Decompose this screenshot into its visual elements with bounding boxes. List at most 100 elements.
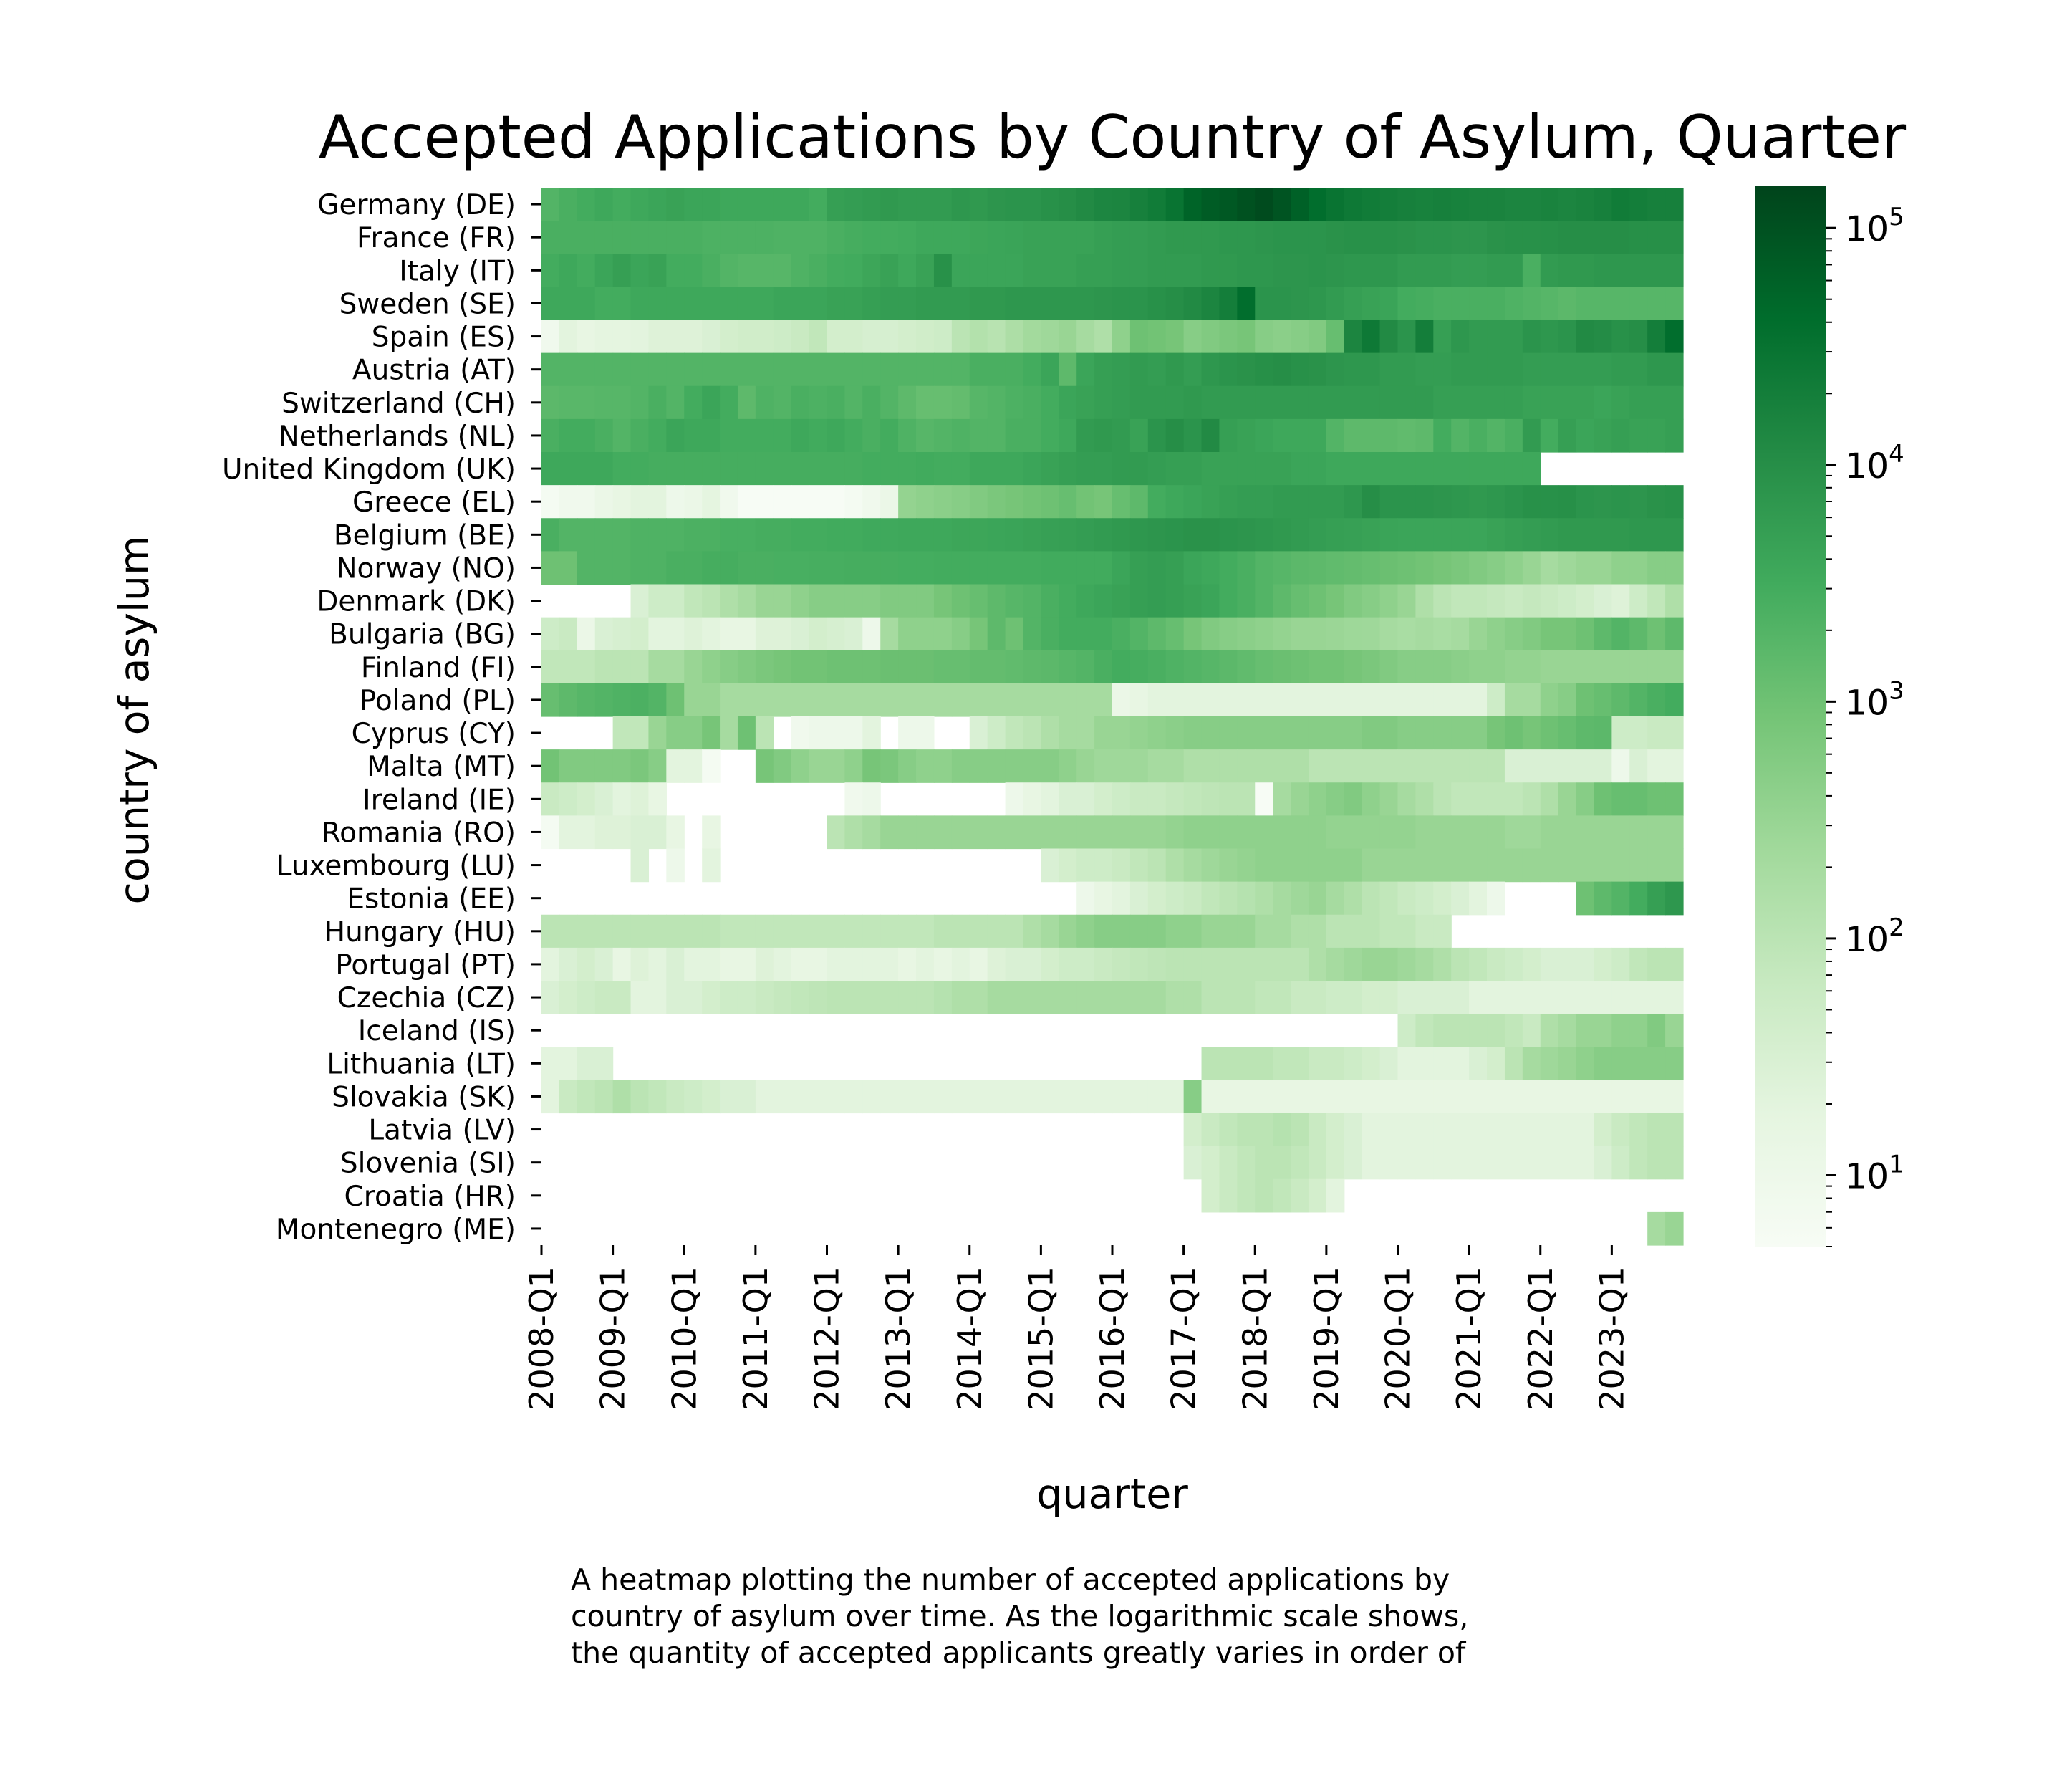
heatmap-cell <box>1576 1146 1595 1180</box>
heatmap-cell <box>1291 385 1309 420</box>
heatmap-cell <box>1469 716 1488 750</box>
heatmap-cell <box>791 683 810 717</box>
heatmap-cell <box>594 815 614 850</box>
heatmap-cell <box>933 452 953 486</box>
heatmap-cell <box>684 221 703 254</box>
heatmap-cell <box>702 287 721 321</box>
heatmap-cell <box>916 551 935 585</box>
heatmap-cell <box>1594 485 1612 519</box>
heatmap-cell <box>648 254 667 287</box>
heatmap-cell <box>1397 782 1417 816</box>
heatmap-cell <box>1344 551 1363 585</box>
heatmap-cell <box>1611 749 1630 783</box>
heatmap-cell <box>1023 683 1041 717</box>
heatmap-cell <box>1344 914 1363 949</box>
heatmap-cell <box>916 914 935 949</box>
heatmap-cell <box>987 584 1006 618</box>
heatmap-cell <box>541 188 560 221</box>
heatmap-cell <box>1147 551 1167 585</box>
heatmap-cell <box>1362 584 1381 618</box>
heatmap-cell <box>1165 352 1185 387</box>
heatmap-cell <box>933 1080 953 1114</box>
heatmap-cell <box>684 452 703 486</box>
heatmap-cell <box>541 385 560 420</box>
heatmap-cell <box>1487 518 1505 552</box>
heatmap-cell <box>1183 551 1203 585</box>
heatmap-cell <box>1629 749 1648 783</box>
heatmap-cell <box>1647 518 1666 552</box>
heatmap-cell <box>1397 188 1417 221</box>
heatmap-cell <box>898 551 917 585</box>
heatmap-cell <box>880 551 899 585</box>
heatmap-cell <box>1594 518 1612 552</box>
heatmap-cell <box>933 815 953 850</box>
heatmap-cell <box>630 981 650 1014</box>
heatmap-cell <box>898 981 917 1014</box>
heatmap-cell <box>1522 1113 1541 1147</box>
heatmap-cell <box>880 815 899 850</box>
heatmap-cell <box>951 188 970 221</box>
heatmap-cell <box>1059 981 1077 1014</box>
heatmap-cell <box>1308 452 1327 486</box>
heatmap-cell <box>1665 1014 1684 1047</box>
heatmap-cell <box>844 617 863 651</box>
heatmap-cell <box>969 485 988 519</box>
heatmap-cell <box>1558 352 1577 387</box>
heatmap-cell <box>1308 683 1327 717</box>
heatmap-cell <box>1041 683 1059 717</box>
heatmap-cell <box>1397 981 1417 1014</box>
heatmap-cell <box>1469 287 1488 321</box>
heatmap-cell <box>933 485 953 519</box>
heatmap-cell <box>1611 1080 1630 1114</box>
heatmap-cell <box>1558 418 1577 453</box>
heatmap-cell <box>1379 485 1399 519</box>
heatmap-cell <box>1041 287 1059 321</box>
heatmap-cell <box>666 584 685 618</box>
heatmap-cell <box>1255 287 1273 321</box>
heatmap-cell <box>951 617 970 651</box>
heatmap-cell <box>1076 650 1095 684</box>
heatmap-cell <box>1611 1113 1630 1147</box>
heatmap-cell <box>1379 650 1399 684</box>
heatmap-cell <box>1665 749 1684 783</box>
heatmap-cell <box>1273 452 1291 486</box>
heatmap-cell <box>684 254 703 287</box>
heatmap-cell <box>1611 584 1630 618</box>
heatmap-cell <box>773 551 792 585</box>
heatmap-cell <box>1112 221 1131 254</box>
heatmap-cell <box>1451 287 1470 321</box>
heatmap-cell <box>1451 418 1470 453</box>
heatmap-cell <box>612 716 632 750</box>
heatmap-cell <box>844 815 863 850</box>
heatmap-cell <box>1487 385 1505 420</box>
heatmap-cell <box>1629 1014 1648 1047</box>
heatmap-cell <box>1504 716 1523 750</box>
heatmap-cell <box>1291 518 1309 552</box>
heatmap-cell <box>541 221 560 254</box>
heatmap-cell <box>1005 254 1024 287</box>
heatmap-cell <box>612 782 632 816</box>
heatmap-cell <box>577 452 596 486</box>
heatmap-cell <box>1005 782 1024 816</box>
heatmap-cell <box>898 254 917 287</box>
heatmap-cell <box>594 981 614 1014</box>
heatmap-cell <box>1415 716 1434 750</box>
heatmap-cell <box>1665 584 1684 618</box>
heatmap-cell <box>1540 782 1559 816</box>
heatmap-cell <box>1094 914 1113 949</box>
heatmap-cell <box>1237 617 1256 651</box>
heatmap-cell <box>1219 1178 1238 1213</box>
heatmap-cell <box>1308 352 1327 387</box>
heatmap-cell <box>1397 683 1417 717</box>
heatmap-cell <box>1237 815 1256 850</box>
heatmap-cell <box>1487 749 1505 783</box>
heatmap-cell <box>773 418 792 453</box>
heatmap-cell <box>1487 683 1505 717</box>
heatmap-cell <box>755 352 774 387</box>
heatmap-cell <box>951 221 970 254</box>
heatmap-cell <box>684 485 703 519</box>
heatmap-cell <box>1629 881 1648 916</box>
heatmap-cell <box>1504 1047 1523 1080</box>
heatmap-cell <box>1451 188 1470 221</box>
heatmap-cell <box>1273 287 1291 321</box>
